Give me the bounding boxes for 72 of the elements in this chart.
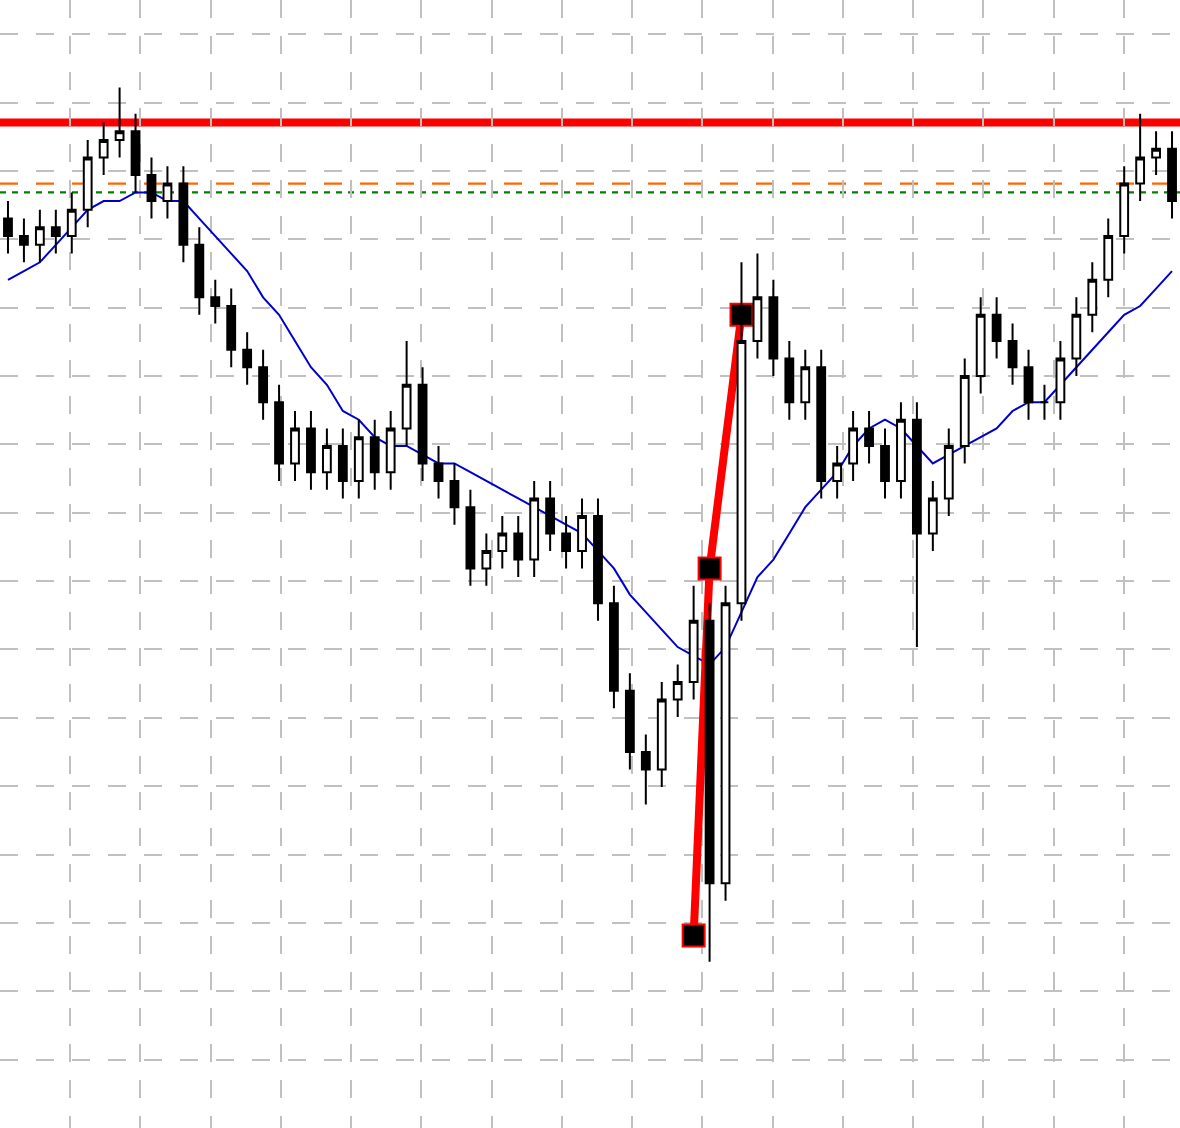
candlestick: [337, 427, 348, 500]
candlestick: [768, 278, 779, 377]
candlestick: [98, 121, 109, 176]
candlestick: [609, 584, 619, 710]
candlestick: [1135, 112, 1146, 203]
candlestick: [720, 584, 731, 902]
candlestick: [784, 340, 795, 421]
candlestick: [561, 514, 571, 570]
candlestick: [306, 409, 316, 491]
candlestick: [688, 584, 699, 701]
candlestick: [82, 138, 93, 229]
candlestick: [417, 366, 428, 482]
candlestick: [880, 427, 890, 500]
candlestick: [1087, 261, 1098, 334]
candlestick: [1007, 322, 1018, 386]
candlestick: [210, 278, 221, 325]
candlestick: [3, 200, 13, 255]
candlestick: [194, 226, 205, 316]
candlestick: [19, 217, 29, 264]
candlestick: [959, 357, 970, 465]
candlestick: [1055, 340, 1066, 421]
candlestick: [401, 340, 412, 447]
candlestick: [943, 427, 954, 517]
candlestick: [1023, 348, 1034, 421]
candlestick: [465, 488, 476, 587]
candlestick: [672, 663, 683, 719]
candlestick: [274, 383, 284, 482]
candlestick: [848, 409, 859, 482]
candlestick: [640, 733, 651, 806]
candlestick: [130, 112, 141, 194]
candlestick: [1119, 165, 1130, 255]
candlestick: [50, 208, 61, 255]
candlestick: [497, 514, 508, 570]
candlestick: [896, 401, 906, 500]
candlestick: [481, 532, 492, 587]
candlestick: [529, 479, 540, 579]
candlestick: [146, 156, 157, 220]
candlestick: [800, 348, 811, 421]
candlestick: [545, 479, 556, 552]
candlestick: [1071, 296, 1082, 377]
candlestick: [178, 165, 189, 264]
candlestick: [1103, 217, 1114, 299]
candlestick: [577, 497, 587, 570]
candlestick: [114, 86, 125, 159]
candlestick: [656, 681, 667, 788]
candlestick: [911, 401, 922, 649]
candlestick: [321, 427, 332, 491]
candlestick: [162, 165, 173, 220]
candlestick: [433, 444, 444, 500]
candlestick: [624, 672, 635, 771]
candlestick: [593, 497, 603, 622]
candlestick: [975, 296, 986, 395]
candlestick: [66, 191, 77, 255]
candlestick: [242, 331, 253, 386]
candlestick: [369, 418, 380, 491]
candlestick: [290, 409, 300, 482]
candlestick: [927, 479, 938, 552]
candlestick: [736, 261, 747, 622]
candlestick: [385, 409, 396, 491]
candlestick: [816, 348, 827, 500]
candlestick: [864, 409, 874, 465]
candlestick: [1039, 383, 1050, 421]
candlestick: [34, 208, 45, 264]
candlestick: [991, 296, 1002, 360]
candlestick: [258, 348, 269, 421]
candlestick: [449, 462, 460, 526]
candlestick: [1151, 130, 1161, 176]
candlestick: [353, 418, 364, 500]
candlestick: [832, 444, 843, 500]
candlestick: [226, 287, 237, 369]
candlestick: [1167, 130, 1177, 220]
candlestick: [513, 514, 524, 579]
